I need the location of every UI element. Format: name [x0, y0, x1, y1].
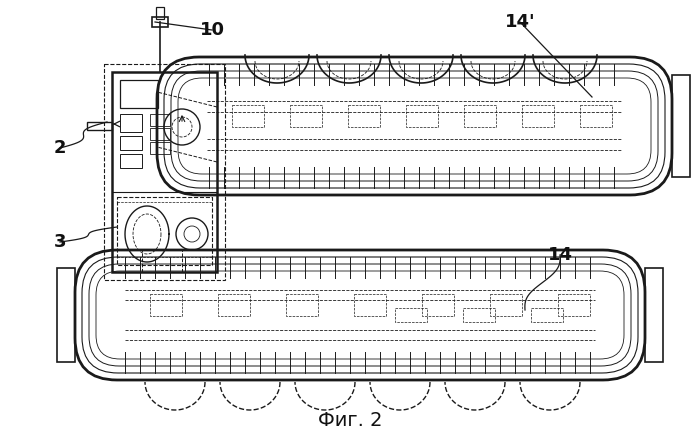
- Bar: [150, 128, 170, 140]
- Bar: [531, 308, 563, 322]
- Bar: [463, 308, 495, 322]
- Bar: [672, 75, 690, 177]
- Bar: [120, 136, 142, 150]
- Bar: [120, 80, 158, 108]
- Bar: [645, 268, 663, 362]
- Bar: [117, 197, 212, 265]
- Bar: [286, 294, 318, 316]
- Bar: [422, 294, 454, 316]
- Bar: [150, 294, 182, 316]
- Bar: [156, 7, 164, 19]
- Bar: [464, 105, 496, 127]
- Bar: [120, 154, 142, 168]
- Text: 14': 14': [505, 13, 535, 31]
- Text: 2: 2: [54, 139, 66, 157]
- Bar: [290, 105, 322, 127]
- Bar: [112, 72, 217, 272]
- Bar: [57, 268, 75, 362]
- Bar: [354, 294, 386, 316]
- Bar: [395, 308, 427, 322]
- Text: 10: 10: [199, 21, 224, 39]
- Bar: [490, 294, 522, 316]
- Bar: [150, 114, 170, 126]
- Text: 3: 3: [54, 233, 66, 251]
- Bar: [152, 17, 168, 27]
- Bar: [120, 114, 142, 132]
- Bar: [580, 105, 612, 127]
- Bar: [558, 294, 590, 316]
- Bar: [406, 105, 438, 127]
- Bar: [348, 105, 380, 127]
- Bar: [104, 64, 225, 280]
- Bar: [232, 105, 264, 127]
- Text: Фиг. 2: Фиг. 2: [318, 410, 382, 429]
- Text: 14: 14: [547, 246, 572, 264]
- Bar: [218, 294, 250, 316]
- Bar: [522, 105, 554, 127]
- Bar: [150, 142, 170, 154]
- Bar: [87, 122, 112, 130]
